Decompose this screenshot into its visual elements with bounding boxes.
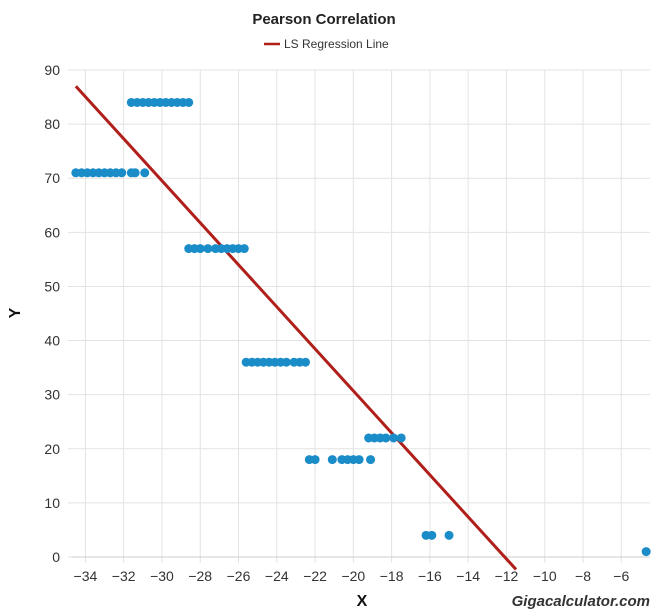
x-tick-label: −26 bbox=[227, 568, 251, 584]
x-tick-label: −28 bbox=[188, 568, 212, 584]
data-point[interactable] bbox=[397, 433, 406, 442]
legend[interactable]: LS Regression Line bbox=[264, 37, 389, 51]
data-point[interactable] bbox=[240, 244, 249, 253]
x-tick-label: −22 bbox=[303, 568, 327, 584]
data-point[interactable] bbox=[117, 168, 126, 177]
x-axis-title: X bbox=[357, 593, 368, 610]
x-tick-label: −20 bbox=[341, 568, 365, 584]
x-tick-label: −30 bbox=[150, 568, 174, 584]
data-point[interactable] bbox=[140, 168, 149, 177]
x-axis-ticks: −34 −32 −30 −28 −26 −24 −22 −20 −18 −16 −14 −12 −10−… bbox=[74, 568, 630, 584]
y-tick-label: 70 bbox=[44, 170, 60, 186]
data-point[interactable] bbox=[445, 531, 454, 540]
y-tick-label: 20 bbox=[44, 441, 60, 457]
data-point[interactable] bbox=[355, 455, 364, 464]
data-point[interactable] bbox=[427, 531, 436, 540]
y-tick-label: 10 bbox=[44, 495, 60, 511]
chart-title: Pearson Correlation bbox=[252, 11, 395, 28]
watermark: Gigacalculator.com bbox=[512, 593, 650, 610]
x-tick-label: −14 bbox=[456, 568, 480, 584]
data-point[interactable] bbox=[282, 358, 291, 367]
y-tick-label: 40 bbox=[44, 333, 60, 349]
x-tick-label: −8 bbox=[575, 568, 591, 584]
data-point[interactable] bbox=[311, 455, 320, 464]
data-point[interactable] bbox=[203, 244, 212, 253]
y-tick-label: 90 bbox=[44, 62, 60, 78]
data-point[interactable] bbox=[196, 244, 205, 253]
x-tick-label: −24 bbox=[265, 568, 289, 584]
y-tick-label: 0 bbox=[52, 549, 60, 565]
regression-line bbox=[76, 86, 516, 569]
data-point[interactable] bbox=[366, 455, 375, 464]
legend-label: LS Regression Line bbox=[284, 37, 389, 51]
data-point[interactable] bbox=[389, 433, 398, 442]
regression-line-layer bbox=[76, 86, 516, 569]
data-point[interactable] bbox=[642, 547, 651, 556]
grid bbox=[68, 70, 650, 563]
x-tick-label: −10 bbox=[533, 568, 557, 584]
y-tick-label: 80 bbox=[44, 116, 60, 132]
data-point[interactable] bbox=[184, 98, 193, 107]
x-tick-label: −34 bbox=[74, 568, 98, 584]
y-axis-title: Y bbox=[7, 307, 24, 318]
data-point[interactable] bbox=[301, 358, 310, 367]
data-points bbox=[71, 98, 650, 556]
y-tick-label: 30 bbox=[44, 387, 60, 403]
x-tick-label: −16 bbox=[418, 568, 442, 584]
x-tick-label: −6 bbox=[613, 568, 629, 584]
x-tick-label: −18 bbox=[380, 568, 404, 584]
x-tick-label: −32 bbox=[112, 568, 136, 584]
y-tick-label: 50 bbox=[44, 278, 60, 294]
data-point[interactable] bbox=[131, 168, 140, 177]
data-point[interactable] bbox=[328, 455, 337, 464]
y-tick-label: 60 bbox=[44, 224, 60, 240]
y-axis-ticks: 0 10 20 30 40 50 60 70 80 90 bbox=[44, 62, 60, 565]
data-point[interactable] bbox=[381, 433, 390, 442]
